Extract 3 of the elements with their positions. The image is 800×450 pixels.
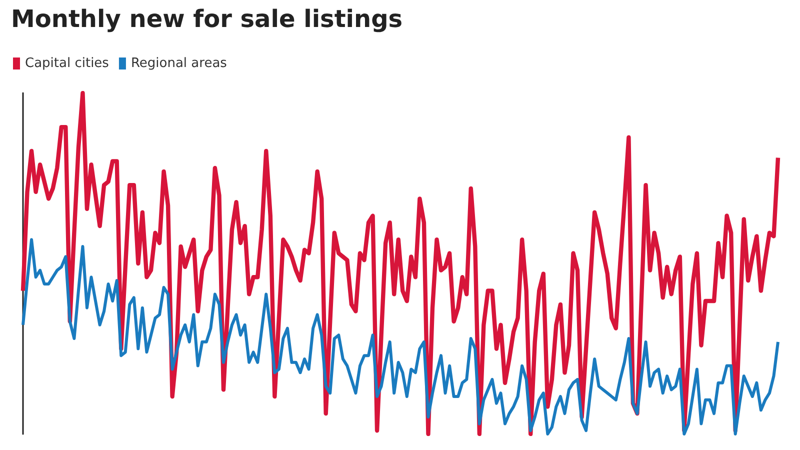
legend-label: Regional areas	[130, 56, 228, 71]
chart-title: Monthly new for sale listings	[11, 5, 403, 33]
legend-label: Capital cities	[25, 56, 110, 71]
